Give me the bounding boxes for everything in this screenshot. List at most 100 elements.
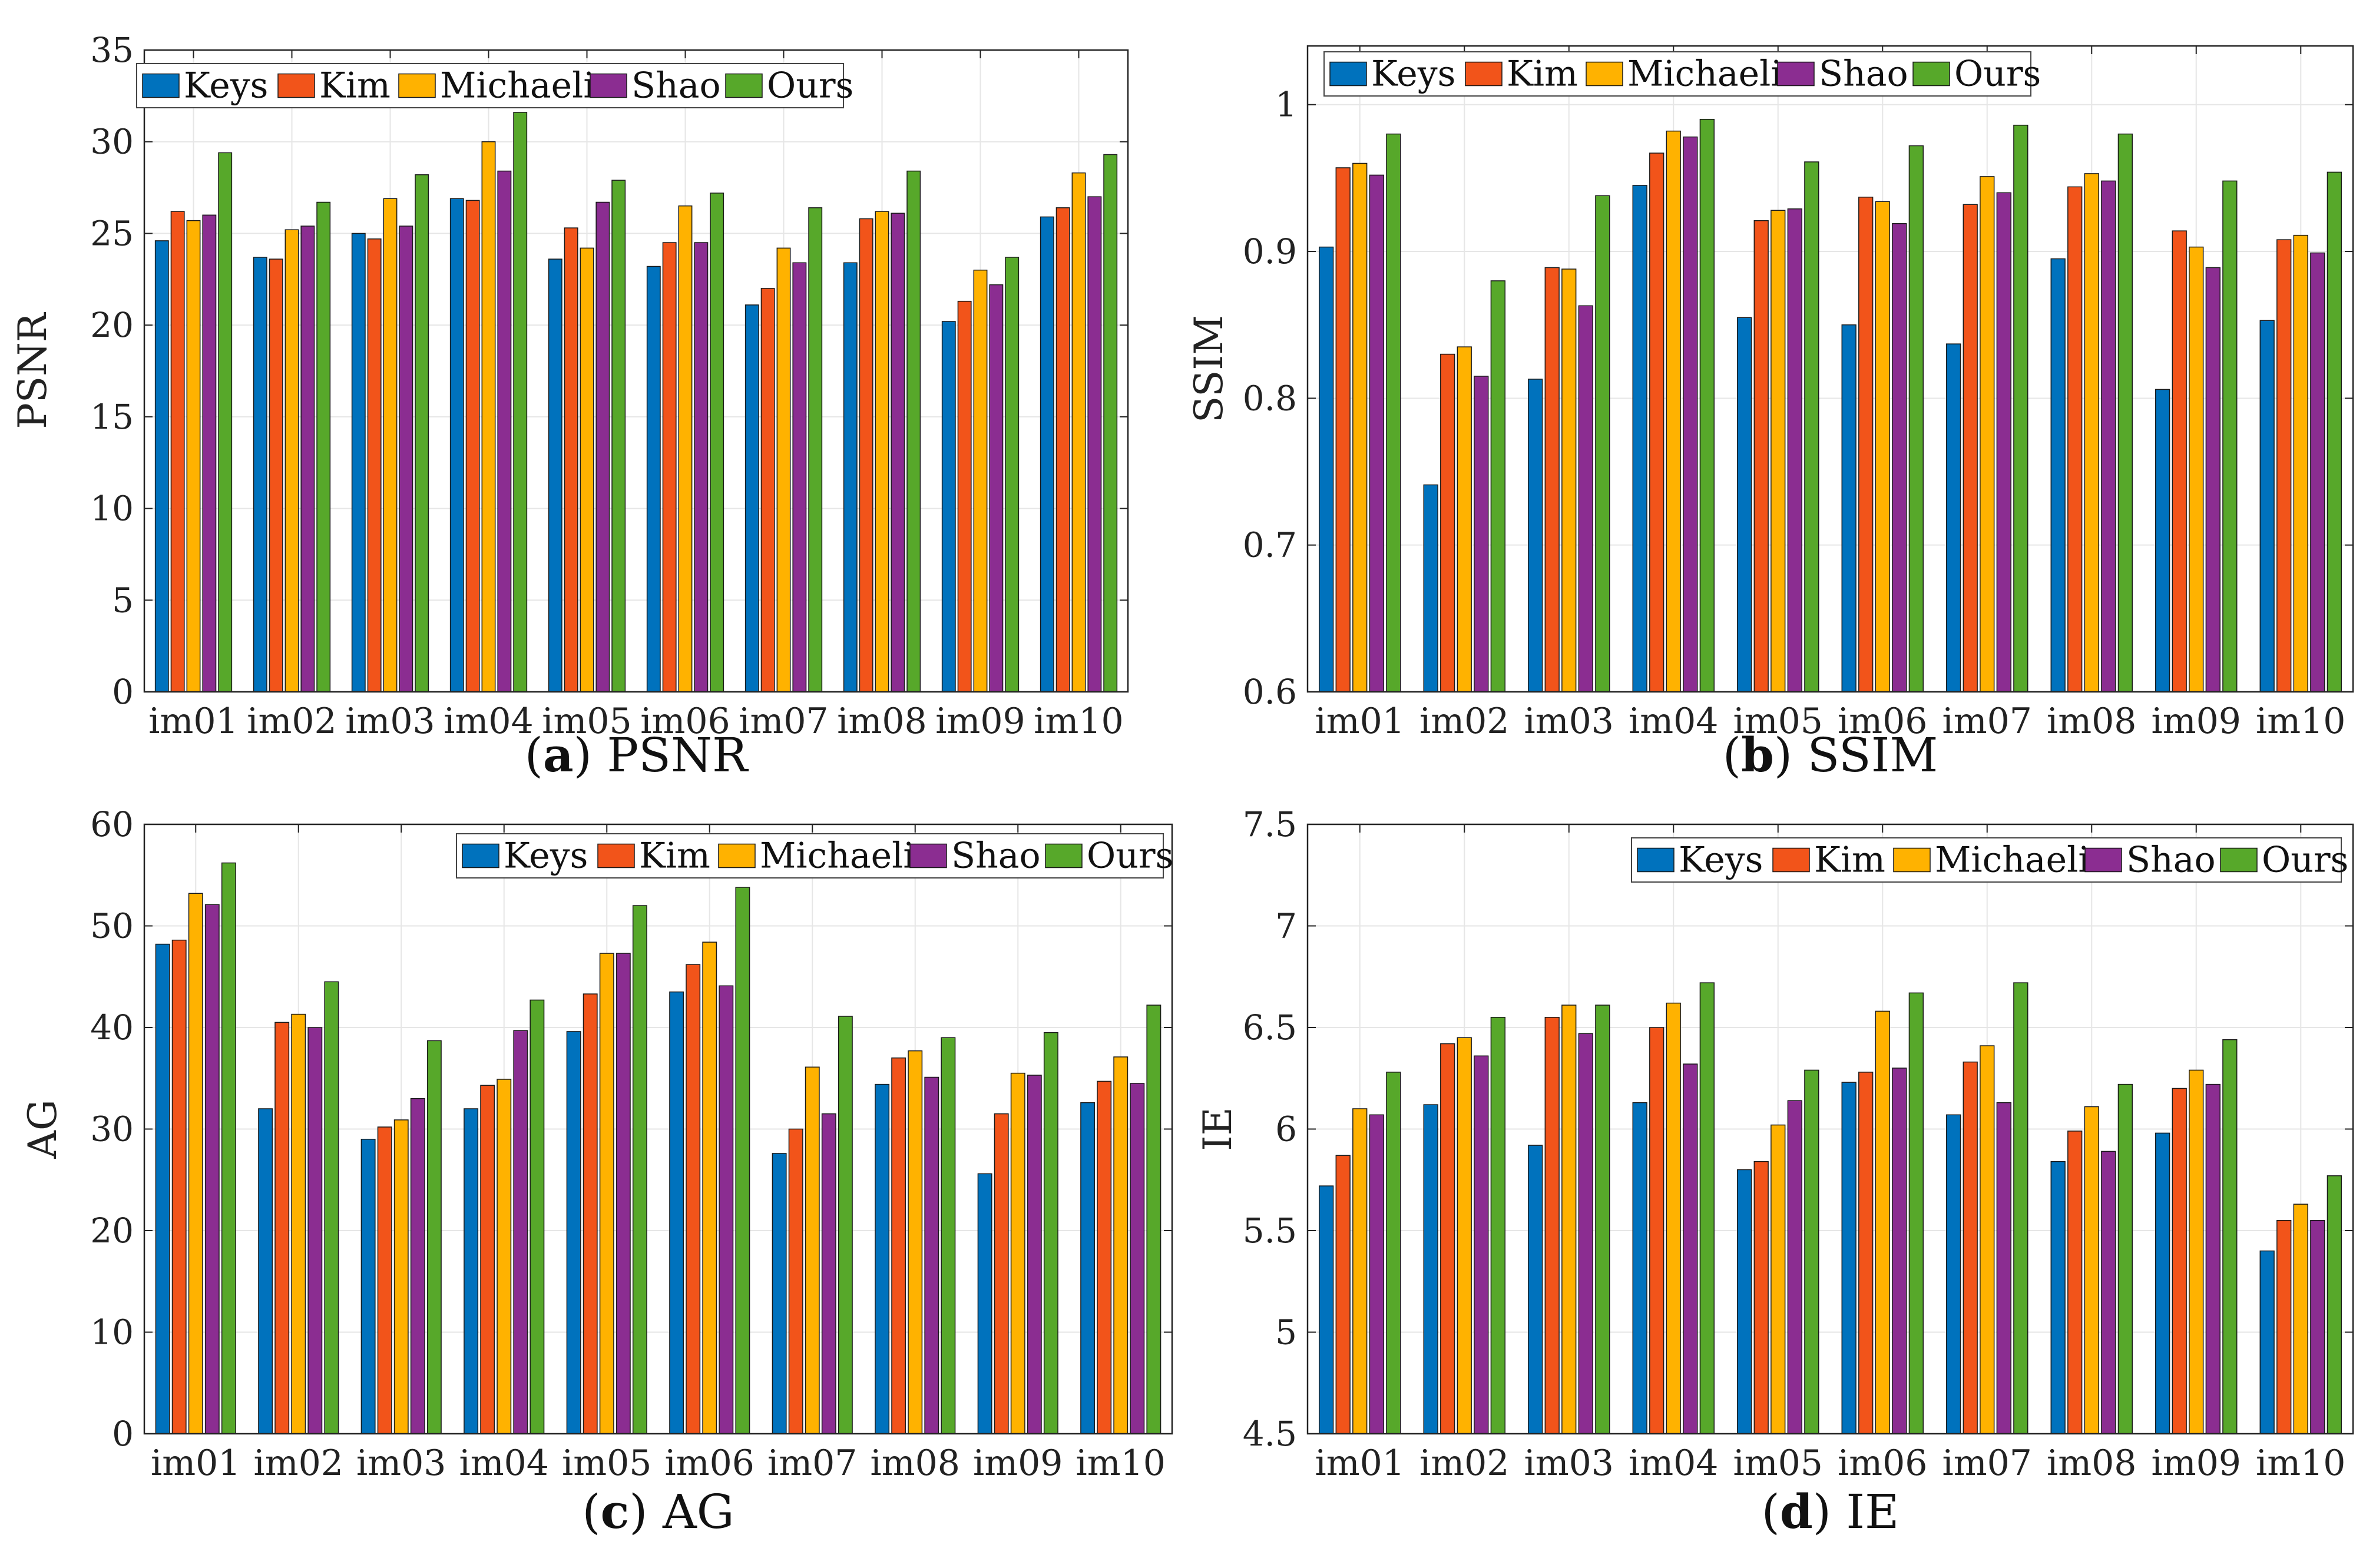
bar-keys-im02 bbox=[1423, 484, 1438, 692]
bar-kim-im06 bbox=[1858, 197, 1874, 692]
bar-michaeli-im10 bbox=[1071, 172, 1086, 692]
bar-shao-im07 bbox=[792, 262, 807, 692]
y-axis-label: SSIM bbox=[1186, 315, 1232, 423]
x-tick-label: im06 bbox=[665, 1443, 755, 1484]
legend-label-ours: Ours bbox=[2262, 840, 2348, 881]
bar-kim-im10 bbox=[1097, 1080, 1112, 1434]
bar-shao-im04 bbox=[1683, 1063, 1698, 1434]
bar-kim-im07 bbox=[788, 1128, 803, 1434]
y-tick-label: 6.5 bbox=[1243, 1007, 1297, 1047]
legend-label-kim: Kim bbox=[319, 65, 391, 107]
bar-shao-im07 bbox=[1996, 1102, 2011, 1434]
bar-keys-im05 bbox=[1737, 1169, 1752, 1434]
bar-kim-im01 bbox=[1335, 167, 1351, 692]
bar-keys-im08 bbox=[875, 1083, 890, 1434]
x-tick-label: im06 bbox=[640, 701, 730, 742]
bar-michaeli-im07 bbox=[1980, 1045, 1995, 1434]
bar-ours-im02 bbox=[316, 201, 331, 692]
x-tick-label: im09 bbox=[973, 1443, 1063, 1484]
bar-kim-im09 bbox=[2172, 230, 2187, 692]
bar-keys-im07 bbox=[744, 304, 759, 692]
bar-shao-im09 bbox=[1027, 1075, 1042, 1434]
bar-michaeli-im10 bbox=[2293, 234, 2308, 692]
bar-michaeli-im02 bbox=[284, 229, 299, 692]
bar-kim-im06 bbox=[686, 964, 701, 1434]
bar-shao-im01 bbox=[1369, 1114, 1384, 1434]
x-tick-label: im07 bbox=[1943, 1443, 2032, 1484]
legend-swatch-michaeli bbox=[398, 73, 436, 98]
x-tick-label: im03 bbox=[345, 701, 435, 742]
x-tick-label: im05 bbox=[562, 1443, 651, 1484]
bar-kim-im05 bbox=[1753, 1161, 1769, 1434]
legend-label-michaeli: Michaeli bbox=[1627, 54, 1782, 95]
x-tick-label: im06 bbox=[1838, 701, 1927, 742]
bar-michaeli-im04 bbox=[481, 141, 496, 692]
bar-ours-im01 bbox=[1386, 1072, 1401, 1434]
y-tick-label: 25 bbox=[90, 213, 134, 253]
bar-shao-im06 bbox=[1892, 223, 1907, 692]
legend-label-ours: Ours bbox=[1954, 54, 2041, 95]
chart-panel-ie: 4.5 5 5.5 6 6.5 7 7.5 im01 im02 im03 im04 im05 im06 i… bbox=[1195, 804, 2354, 1539]
bar-michaeli-im09 bbox=[2189, 1069, 2204, 1434]
bar-michaeli-im01 bbox=[1352, 1108, 1368, 1434]
bar-shao-im09 bbox=[2205, 1083, 2221, 1434]
legend-swatch-kim bbox=[1772, 847, 1810, 873]
bar-michaeli-im10 bbox=[1113, 1056, 1129, 1434]
x-tick-label: im10 bbox=[2256, 701, 2345, 742]
x-tick-label: im04 bbox=[444, 701, 533, 742]
bar-ours-im04 bbox=[1699, 118, 1715, 692]
legend: Keys Kim Michaeli Shao Ours bbox=[456, 833, 1173, 879]
bar-michaeli-im05 bbox=[1771, 210, 1786, 692]
bar-kim-im03 bbox=[1544, 267, 1560, 692]
bar-michaeli-im06 bbox=[702, 942, 717, 1434]
bar-shao-im02 bbox=[1474, 1055, 1489, 1434]
bar-shao-im05 bbox=[1787, 1100, 1802, 1434]
bar-shao-im02 bbox=[1474, 376, 1489, 692]
bar-ours-im08 bbox=[2117, 133, 2133, 692]
bar-ours-im10 bbox=[2327, 1175, 2342, 1434]
bar-ours-im06 bbox=[710, 193, 724, 692]
y-tick-label: 0.6 bbox=[1243, 672, 1297, 712]
bar-shao-im07 bbox=[1996, 192, 2011, 692]
bar-shao-im06 bbox=[719, 985, 734, 1434]
bar-ours-im03 bbox=[415, 174, 429, 692]
bar-shao-im01 bbox=[1369, 174, 1384, 692]
x-tick-label: im10 bbox=[2256, 1443, 2345, 1484]
bar-ours-im05 bbox=[1804, 161, 1819, 692]
bar-keys-im03 bbox=[1528, 1145, 1543, 1434]
bar-ours-im03 bbox=[1595, 195, 1610, 692]
bar-shao-im08 bbox=[2101, 180, 2116, 692]
bar-keys-im05 bbox=[566, 1031, 581, 1434]
bar-ours-im07 bbox=[2013, 982, 2028, 1434]
legend-swatch-michaeli bbox=[1893, 847, 1931, 873]
bar-ours-im09 bbox=[2222, 180, 2238, 692]
bar-ours-im01 bbox=[1386, 133, 1401, 692]
legend-label-michaeli: Michaeli bbox=[1935, 840, 2090, 881]
bar-ours-im05 bbox=[1804, 1069, 1819, 1434]
bar-shao-im04 bbox=[1683, 136, 1698, 692]
y-tick-label: 20 bbox=[90, 1211, 134, 1251]
legend-swatch-keys bbox=[462, 843, 499, 868]
bar-ours-im08 bbox=[2117, 1083, 2133, 1434]
bar-michaeli-im03 bbox=[1561, 268, 1577, 692]
y-tick-label: 4.5 bbox=[1243, 1414, 1297, 1454]
y-tick-label: 40 bbox=[90, 1007, 134, 1047]
bar-michaeli-im08 bbox=[2084, 173, 2099, 692]
bar-keys-im04 bbox=[464, 1108, 479, 1434]
x-tick-label: im08 bbox=[871, 1443, 960, 1484]
bar-kim-im04 bbox=[480, 1085, 495, 1434]
bar-kim-im03 bbox=[377, 1126, 392, 1434]
bar-ours-im06 bbox=[1908, 992, 1924, 1434]
bar-keys-im06 bbox=[1841, 324, 1857, 692]
x-tick-label: im10 bbox=[1076, 1443, 1166, 1484]
bar-shao-im10 bbox=[2310, 252, 2325, 692]
y-tick-label: 0 bbox=[112, 672, 134, 712]
x-tick-label: im07 bbox=[1943, 701, 2032, 742]
bar-michaeli-im09 bbox=[1010, 1072, 1025, 1434]
bar-kim-im01 bbox=[170, 211, 185, 692]
y-tick-label: 5.5 bbox=[1243, 1211, 1297, 1251]
bar-michaeli-im07 bbox=[776, 247, 791, 692]
x-tick-label: im02 bbox=[1419, 1443, 1509, 1484]
bar-ours-im10 bbox=[2327, 171, 2342, 692]
bar-ours-im03 bbox=[1595, 1005, 1610, 1434]
